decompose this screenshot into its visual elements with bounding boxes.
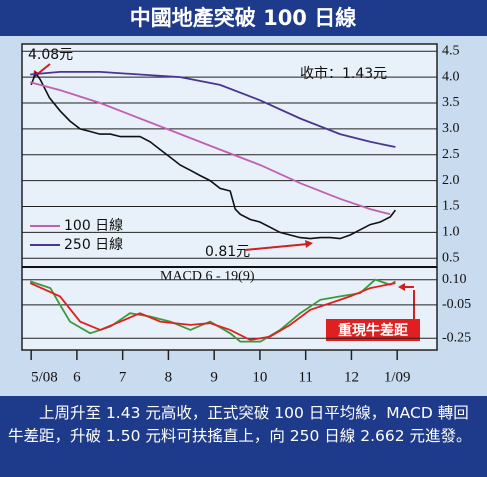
y-tick-label: 4.0 bbox=[442, 69, 460, 84]
y-tick-label: 1.5 bbox=[442, 199, 460, 214]
x-tick-label: 1/09 bbox=[384, 369, 411, 385]
y-tick-label: 0.5 bbox=[442, 250, 460, 265]
y-tick-label: -0.25 bbox=[442, 331, 471, 346]
y-tick-label: 0.10 bbox=[442, 272, 467, 287]
y-tick-label: -0.05 bbox=[442, 297, 471, 312]
arrow-head bbox=[398, 283, 405, 291]
y-tick-label: 4.5 bbox=[442, 43, 460, 58]
arrow-head bbox=[305, 240, 313, 248]
annotation: 0.81元 bbox=[205, 244, 250, 260]
series-line bbox=[30, 71, 396, 148]
x-tick-label: 11 bbox=[298, 369, 312, 385]
macd-title: MACD 6 - 19(9) bbox=[160, 269, 255, 284]
x-tick-label: 9 bbox=[210, 369, 218, 385]
legend-label: 250 日線 bbox=[64, 237, 123, 253]
y-tick-label: 2.5 bbox=[442, 147, 460, 162]
annotation: 4.08元 bbox=[28, 47, 73, 63]
legend-label: 100 日線 bbox=[64, 218, 123, 234]
series-line bbox=[29, 81, 391, 216]
y-tick-label: 3.5 bbox=[442, 95, 460, 110]
chart-title: 中國地產突破 100 日線 bbox=[130, 6, 356, 30]
plot-area bbox=[21, 43, 438, 351]
annotation-box bbox=[326, 319, 420, 341]
y-tick-label: 1.0 bbox=[442, 225, 460, 240]
y-tick-label: 2.0 bbox=[442, 173, 460, 188]
annotation: 重現牛差距 bbox=[338, 322, 408, 339]
y-tick-label: 3.0 bbox=[442, 121, 460, 136]
x-tick-label: 6 bbox=[73, 369, 81, 385]
series-line bbox=[29, 282, 396, 341]
x-tick-label: 8 bbox=[165, 369, 173, 385]
x-tick-label: 10 bbox=[252, 369, 267, 385]
x-tick-label: 12 bbox=[344, 369, 359, 385]
caption: 上周升至 1.43 元高收，正式突破 100 日平均線，MACD 轉回牛差距，升… bbox=[8, 404, 472, 445]
arrow bbox=[244, 243, 309, 251]
annotation: 收市：1.43元 bbox=[300, 65, 387, 82]
x-tick-label: 5/08 bbox=[31, 369, 58, 385]
series-line bbox=[30, 71, 397, 240]
x-tick-label: 7 bbox=[119, 369, 127, 385]
